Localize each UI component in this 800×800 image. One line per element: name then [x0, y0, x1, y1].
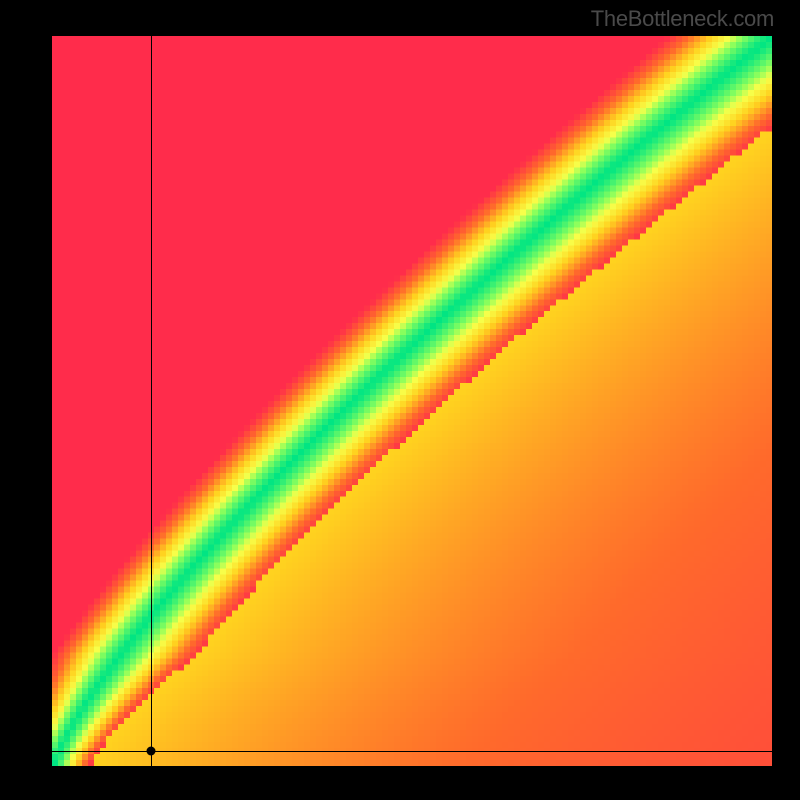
crosshair-marker [147, 747, 156, 756]
crosshair-horizontal [52, 751, 772, 752]
crosshair-vertical [151, 36, 152, 766]
watermark-text: TheBottleneck.com [591, 6, 774, 32]
chart-frame: TheBottleneck.com [0, 0, 800, 800]
bottleneck-heatmap [52, 36, 772, 766]
